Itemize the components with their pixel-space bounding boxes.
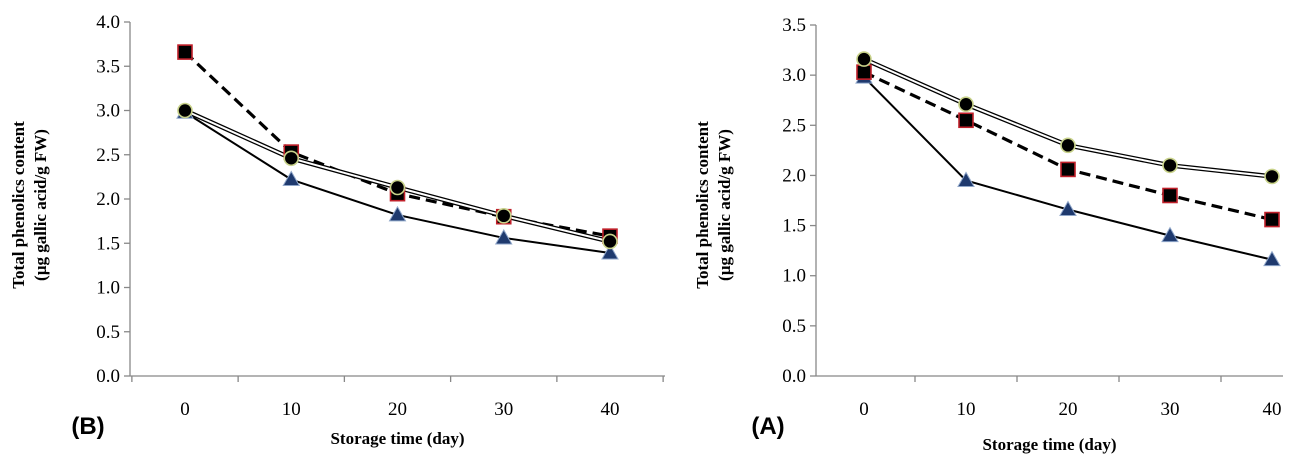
y-tick-label: 2.0 [96,189,120,210]
y-tick-label: 0.5 [96,322,120,343]
x-axis-title: Storage time (day) [330,429,464,448]
y-tick-label: 3.0 [96,101,120,122]
y-axis-title: (µg gallic acid/g FW) [31,129,50,281]
data-point-circle [958,96,974,113]
series-circle [184,108,611,244]
x-tick-label: 0 [180,399,190,420]
data-point-square [1264,211,1280,228]
series-circle [863,56,1273,179]
y-tick-label: 2.5 [782,115,806,136]
y-tick-label: 0.0 [96,366,120,387]
x-tick-label: 40 [1263,399,1282,420]
chart-panel-2: 0.0 0.5 1.0 1.5 2.0 2.5 3.0 3.5 0 10 20 30 40 Storage… [693,15,1283,454]
x-tick-label: 10 [957,399,976,420]
data-point-square [856,64,872,80]
y-tick-label: 3.5 [96,56,120,77]
data-point-circle [856,51,872,67]
data-point-circle [1162,157,1178,174]
y-axis-title: Total phenolics content [9,121,28,289]
panel-label: (B) [71,413,104,440]
data-point-square [1162,187,1178,204]
data-point-triangle [1059,200,1077,217]
y-tick-label: 1.5 [782,216,806,237]
y-tick-label: 0.0 [782,366,806,387]
data-point-triangle [1161,226,1179,243]
series-line-double-inner [184,109,611,243]
data-point-circle [1060,137,1076,154]
y-tick-label: 2.5 [96,145,120,166]
y-axis-title: Total phenolics content [693,121,712,289]
y-tick-label: 1.0 [782,266,806,287]
data-point-triangle [388,205,407,222]
y-tick-label: 2.0 [782,165,806,186]
series-line-double [184,108,611,244]
x-tick-label: 20 [1059,399,1078,420]
data-point-circle [177,102,193,119]
data-point-triangle [282,170,301,187]
data-point-circle [283,150,300,167]
data-point-square [1060,161,1076,178]
y-tick-label: 4.0 [96,12,120,33]
series-line-double-inner [863,58,1273,178]
data-point-circle [602,233,618,250]
x-tick-label: 0 [859,399,869,420]
y-tick-label: 1.0 [96,278,120,299]
data-point-square [958,112,974,129]
y-axis-title: (µg gallic acid/g FW) [715,129,734,281]
data-point-circle [389,179,406,196]
data-point-circle [1264,168,1280,185]
x-tick-label: 30 [1161,399,1180,420]
data-point-circle [495,208,512,224]
y-tick-label: 3.5 [782,15,806,36]
data-point-triangle [494,228,513,245]
data-point-triangle [957,171,975,187]
data-point-triangle [601,243,619,260]
x-tick-label: 30 [494,399,513,420]
x-tick-label: 10 [282,399,301,420]
y-tick-label: 1.5 [96,233,120,254]
x-axis-title: Storage time (day) [982,435,1116,454]
series-line-double [863,56,1273,179]
data-point-square [177,44,193,60]
y-tick-label: 0.5 [782,316,806,337]
data-point-triangle [1263,250,1281,267]
x-tick-label: 40 [601,399,620,420]
y-tick-label: 3.0 [782,65,806,86]
panel-label: (A) [751,413,784,440]
x-tick-label: 20 [388,399,407,420]
chart-panel-1: 0.0 0.5 1.0 1.5 2.0 2.5 3.0 3.5 4.0 0 10 20 30 40 Stor… [9,12,665,448]
